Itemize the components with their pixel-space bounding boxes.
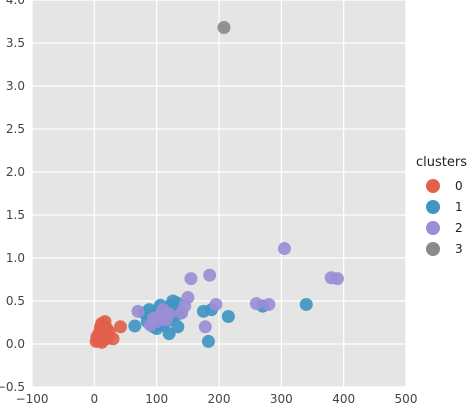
y-tick-label: 0.5 <box>6 294 25 308</box>
y-tick-label: 2.5 <box>6 122 25 136</box>
x-tick-label: 0 <box>91 392 99 406</box>
scatter-point-cluster-2 <box>198 320 212 334</box>
y-tick-label: 2.0 <box>6 165 25 179</box>
y-tick-label: 1.0 <box>6 251 25 265</box>
x-tick-label: 300 <box>270 392 293 406</box>
legend-marker-3 <box>426 242 440 256</box>
y-tick-label: 0.0 <box>6 337 25 351</box>
scatter-point-cluster-2 <box>249 297 263 311</box>
scatter-point-cluster-2 <box>131 304 145 318</box>
scatter-point-cluster-2 <box>162 307 176 321</box>
scatter-point-cluster-2 <box>203 268 217 282</box>
legend-label-3: 3 <box>455 242 463 256</box>
scatter-point-cluster-0 <box>95 335 109 349</box>
y-tick-label: 3.0 <box>6 79 25 93</box>
scatter-point-cluster-1 <box>171 320 185 334</box>
x-tick-label: 200 <box>208 392 231 406</box>
y-tick-label: 3.5 <box>6 36 25 50</box>
x-tick-label: 100 <box>145 392 168 406</box>
scatter-point-cluster-1 <box>162 327 176 341</box>
legend: clusters 0 1 2 3 <box>416 155 467 256</box>
data-points <box>89 21 344 349</box>
legend-title: clusters <box>416 155 467 170</box>
scatter-point-cluster-3 <box>217 21 231 35</box>
scatter-point-cluster-2 <box>277 242 291 256</box>
scatter-point-cluster-1 <box>221 309 235 323</box>
legend-marker-1 <box>426 200 440 214</box>
scatter-point-cluster-0 <box>114 320 128 334</box>
y-tick-label: 4.0 <box>6 0 25 7</box>
scatter-point-cluster-2 <box>181 291 195 305</box>
legend-marker-2 <box>426 221 440 235</box>
x-tick-label: −100 <box>16 392 49 406</box>
y-tick-label: −0.5 <box>0 380 25 394</box>
y-tick-label: 1.5 <box>6 208 25 222</box>
tick-labels: −100 0 100 200 300 400 500 −0.5 0.0 0.5 1.0 1.5 2.0 2… <box>0 0 417 406</box>
x-tick-label: 500 <box>395 392 418 406</box>
scatter-point-cluster-2 <box>262 297 276 311</box>
scatter-point-cluster-2 <box>184 272 198 286</box>
scatter-point-cluster-1 <box>299 297 313 311</box>
scatter-point-cluster-2 <box>209 297 223 311</box>
scatter-point-cluster-1 <box>201 334 215 348</box>
legend-label-1: 1 <box>455 200 463 214</box>
legend-label-2: 2 <box>455 221 463 235</box>
legend-marker-0 <box>426 179 440 193</box>
scatter-point-cluster-2 <box>330 272 344 286</box>
scatter-point-cluster-1 <box>128 319 142 333</box>
legend-label-0: 0 <box>455 179 463 193</box>
scatter-point-cluster-0 <box>106 332 120 346</box>
x-tick-label: 400 <box>332 392 355 406</box>
